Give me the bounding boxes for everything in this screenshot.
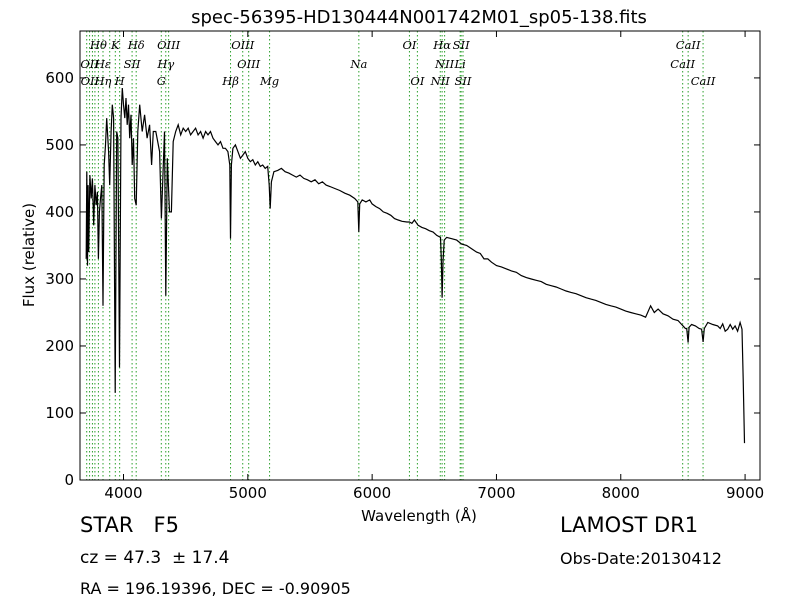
spectral-line-label: OIII: [231, 38, 255, 52]
chart-title: spec-56395-HD130444N001742M01_sp05-138.f…: [191, 7, 647, 28]
spectral-line-label: Li: [453, 57, 466, 71]
spectral-line-label: SII: [124, 57, 141, 71]
spectral-line-label: OIII: [157, 38, 181, 52]
x-tick-label: 9000: [726, 484, 764, 502]
spectral-line-label: K: [110, 38, 121, 52]
y-tick-label: 0: [64, 471, 74, 489]
coordinates-readout: RA = 196.19396, DEC = -0.90905: [80, 579, 351, 598]
spectral-line-label: CaII: [676, 38, 701, 52]
spectral-line-label: OI: [402, 38, 416, 52]
x-axis-label: Wavelength (Å): [361, 506, 477, 525]
y-axis-label: Flux (relative): [20, 203, 38, 307]
spectral-line-label: OI: [410, 74, 424, 88]
x-tick-label: 5000: [229, 484, 267, 502]
x-tick-label: 8000: [602, 484, 640, 502]
spectral-line-label: Hβ: [221, 74, 239, 88]
x-tick-label: 7000: [477, 484, 515, 502]
spectral-line-label: SII: [453, 38, 470, 52]
obs-date: Obs-Date:20130412: [560, 549, 722, 568]
y-tick-label: 100: [45, 404, 74, 422]
object-class: STAR F5: [80, 513, 179, 537]
y-tick-label: 300: [45, 270, 74, 288]
spectral-line-label: NII: [430, 74, 451, 88]
y-tick-label: 200: [45, 337, 74, 355]
x-tick-label: 6000: [353, 484, 391, 502]
spectral-line-label: Hγ: [156, 57, 174, 71]
spectral-line-label: CaII: [670, 57, 695, 71]
spectral-line-label: G: [157, 74, 166, 88]
spectral-line-label: NII: [434, 57, 455, 71]
axis-ticks: 4000 5000 6000 7000 8000 9000 0 100 200 300 400 500…: [45, 31, 764, 502]
spectral-line-label: OIII: [237, 57, 261, 71]
spectral-line-label: Hα: [432, 38, 451, 52]
spectral-line-label: Hε: [94, 57, 111, 71]
redshift-readout: cz = 47.3 ± 17.4: [80, 548, 230, 568]
plot-frame: [79, 30, 761, 481]
spectral-line-label: Mg: [259, 74, 279, 88]
spectral-line-label: CaII: [691, 74, 716, 88]
spectral-line-label: Hδ: [127, 38, 145, 52]
y-tick-label: 400: [45, 203, 74, 221]
spectral-line-label: OII: [80, 57, 99, 71]
spectral-line-label: H: [114, 74, 126, 88]
y-tick-label: 600: [45, 69, 74, 87]
line-markers: [86, 31, 704, 480]
spectral-line-label: Hθ: [89, 38, 107, 52]
y-tick-label: 500: [45, 136, 74, 154]
survey-name: LAMOST DR1: [560, 513, 699, 537]
spectral-line-label: OII: [81, 74, 100, 88]
spectrum-line: [85, 87, 746, 444]
spectral-line-label: Na: [349, 57, 367, 71]
x-tick-label: 4000: [104, 484, 142, 502]
spectral-line-label: Hη: [94, 74, 112, 88]
spectral-line-label: SII: [455, 74, 472, 88]
